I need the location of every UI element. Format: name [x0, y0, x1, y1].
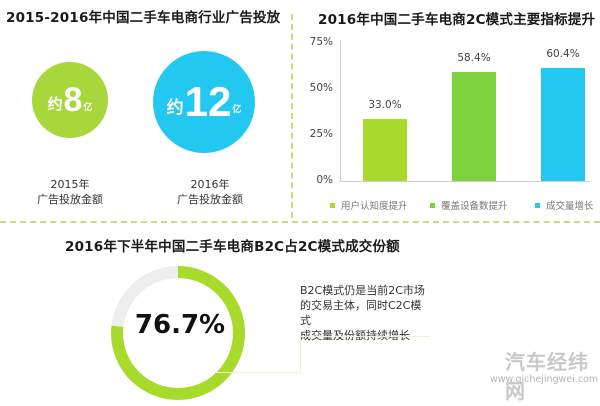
bar-value-label: 60.4%	[546, 48, 580, 61]
vertical-divider	[291, 14, 293, 218]
connector-line-vertical	[300, 336, 301, 372]
description-line: 的交易主体，同时C2C模式	[300, 299, 422, 327]
watermark-logo: 汽车经纬网	[505, 350, 589, 403]
share-title: 2016年下半年中国二手车电商B2C占2C模式成交份额	[65, 239, 400, 255]
share-description: B2C模式仍是当前2C市场 的交易主体，同时C2C模式 成交量及份额持续增长	[300, 283, 430, 343]
bubble-2015-value: 8	[63, 80, 83, 119]
connector-line-bottom	[215, 372, 301, 373]
bar-chart-title: 2016年中国二手车电商2C模式主要指标提升	[318, 12, 596, 28]
caption-2016-label: 广告投放金额	[177, 193, 243, 206]
ad-spend-title: 2015-2016年中国二手车电商行业广告投放	[6, 10, 281, 26]
donut-value: 76.7%	[134, 310, 226, 340]
donut-arc	[111, 266, 245, 400]
legend-swatch-icon	[535, 202, 540, 208]
bubble-2016-value: 12	[184, 78, 232, 125]
legend-item-awareness: 用户认知度提升	[330, 198, 408, 212]
legend-label: 成交量增长	[546, 201, 594, 212]
bubble-2015: 约 8 亿	[32, 62, 108, 138]
bubble-2015-unit: 亿	[83, 102, 93, 113]
description-line: B2C模式仍是当前2C市场	[300, 284, 425, 297]
bar-1	[363, 119, 407, 181]
bar-2	[452, 71, 496, 181]
legend-swatch-icon	[330, 202, 335, 208]
bar-3	[541, 68, 585, 181]
y-tick-0: 0%	[316, 174, 333, 186]
caption-2015: 2015年 广告投放金额	[20, 177, 120, 207]
legend-label: 用户认知度提升	[341, 201, 408, 212]
x-axis	[340, 181, 590, 182]
bubble-2016: 约 12 亿	[153, 51, 255, 153]
caption-2016-year: 2016年	[190, 178, 230, 191]
legend-label: 覆盖设备数提升	[441, 201, 508, 212]
y-tick-50: 50%	[309, 82, 333, 94]
caption-2016: 2016年 广告投放金额	[160, 177, 260, 207]
bubble-2015-prefix: 约	[47, 94, 63, 113]
y-tick-75: 75%	[309, 36, 333, 48]
watermark-url: www.qichejingwei.com	[490, 374, 599, 385]
connector-line-top	[300, 336, 430, 337]
donut-chart	[111, 266, 245, 400]
legend-swatch-icon	[430, 202, 435, 208]
bubble-2016-unit: 亿	[232, 104, 242, 115]
legend-item-devices: 覆盖设备数提升	[430, 198, 508, 212]
y-tick-25: 25%	[309, 128, 333, 140]
caption-2015-label: 广告投放金额	[37, 193, 103, 206]
legend-item-volume: 成交量增长	[535, 198, 594, 212]
horizontal-divider	[0, 221, 600, 223]
bubble-2016-prefix: 约	[166, 97, 184, 118]
bar-value-label: 58.4%	[457, 51, 491, 64]
bar-value-label: 33.0%	[368, 99, 402, 112]
y-axis	[340, 40, 341, 182]
description-line: 成交量及份额持续增长	[300, 329, 410, 342]
caption-2015-year: 2015年	[50, 178, 90, 191]
